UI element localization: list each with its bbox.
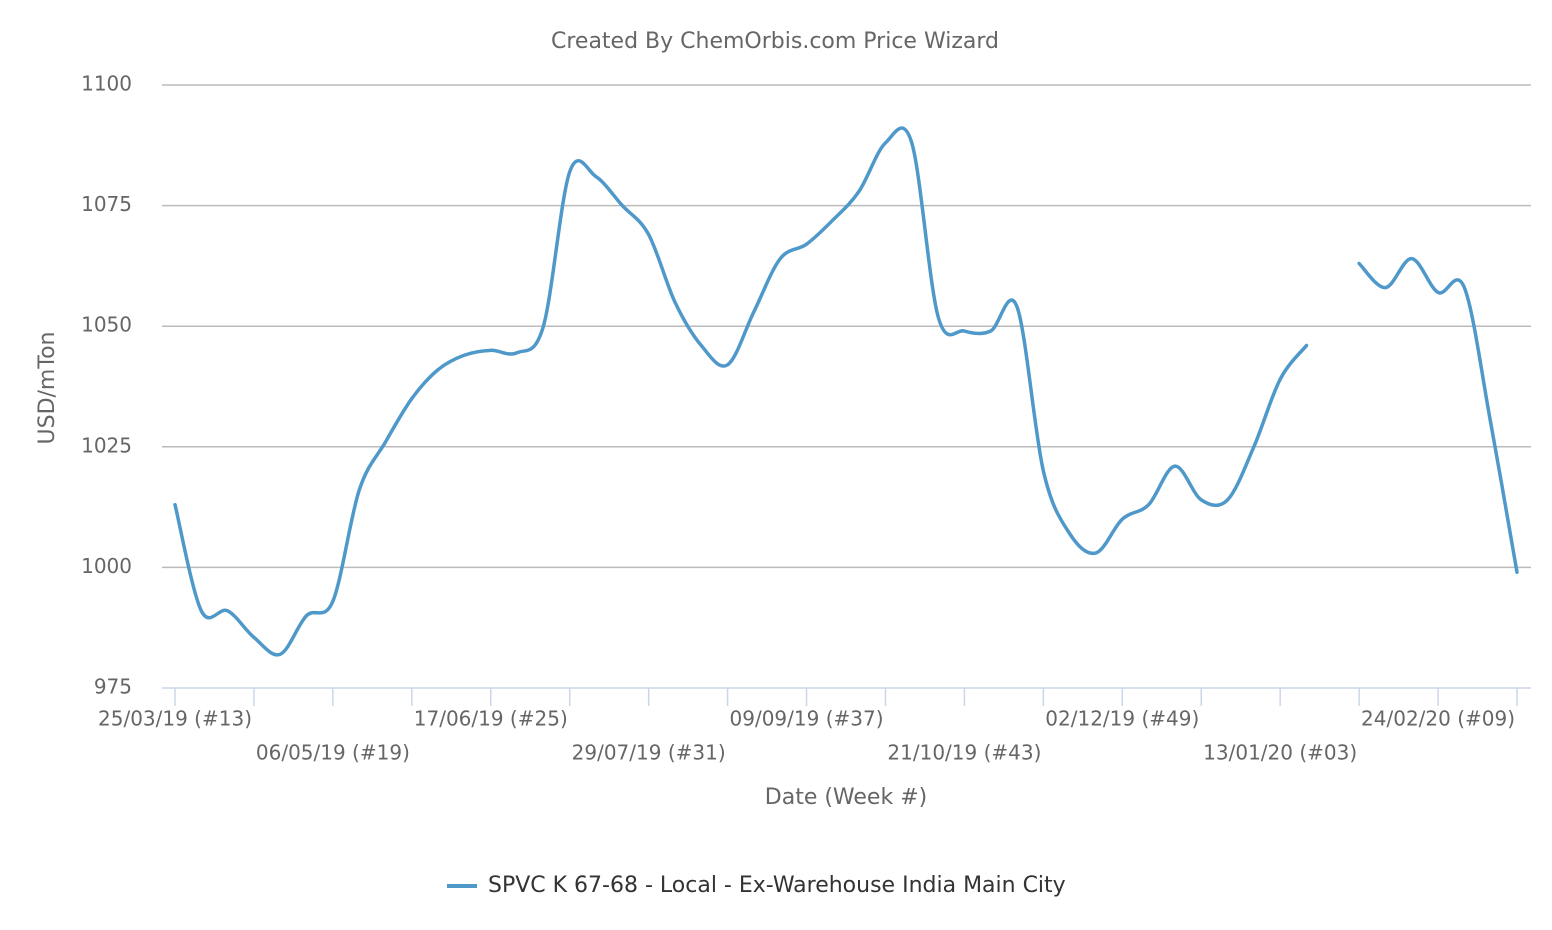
- x-tick-label: 02/12/19 (#49): [1045, 707, 1199, 731]
- x-tick-label: 13/01/20 (#03): [1203, 741, 1357, 765]
- x-tick-label: 25/03/19 (#13): [98, 707, 252, 731]
- line-series: [1357, 256, 1519, 574]
- x-tick-label: 21/10/19 (#43): [887, 741, 1041, 765]
- x-tick-label: 17/06/19 (#25): [414, 707, 568, 731]
- y-tick-label: 1100: [81, 72, 132, 96]
- y-axis-label: USD/mTon: [35, 332, 60, 445]
- legend-label: SPVC K 67-68 - Local - Ex-Warehouse Indi…: [488, 873, 1066, 898]
- x-tick-label: 09/09/19 (#37): [730, 707, 884, 731]
- x-tick-label: 29/07/19 (#31): [572, 741, 726, 765]
- line-series: [173, 126, 1309, 657]
- x-tick-label: 06/05/19 (#19): [256, 741, 410, 765]
- x-tick-label: 24/02/20 (#09): [1361, 707, 1515, 731]
- y-tick-label: 1025: [81, 433, 132, 457]
- y-tick-label: 1075: [81, 192, 132, 216]
- chart-title: Created By ChemOrbis.com Price Wizard: [551, 29, 999, 54]
- y-tick-label: 975: [94, 675, 132, 699]
- x-axis-label: Date (Week #): [765, 785, 927, 810]
- y-tick-label: 1050: [81, 313, 132, 337]
- y-tick-label: 1000: [81, 554, 132, 578]
